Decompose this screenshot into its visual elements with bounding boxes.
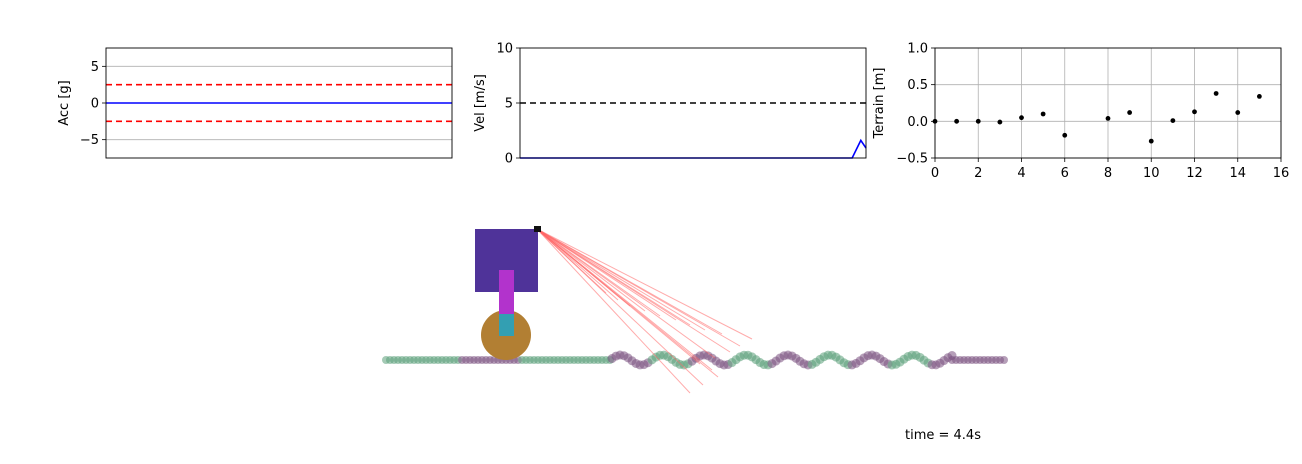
robot-leg-lower bbox=[499, 314, 514, 336]
acc-plot: 5 0 −5 bbox=[80, 47, 453, 159]
terrain-point bbox=[997, 119, 1003, 125]
xtick-label: 14 bbox=[1229, 166, 1246, 181]
ytick-label: 5 bbox=[505, 97, 513, 112]
laser-ray bbox=[536, 228, 691, 394]
series-line bbox=[520, 138, 867, 159]
terrain-point bbox=[1019, 115, 1024, 121]
terrain-plot: 1.0 0.5 0.0 −0.50 2 4 6 8 10 12 14 16 bbox=[896, 42, 1289, 182]
ytick-label: 0 bbox=[505, 152, 513, 167]
terrain-point bbox=[1235, 110, 1241, 115]
lidar-sensor bbox=[534, 226, 541, 232]
terrain-point bbox=[1256, 94, 1262, 99]
laser-ray bbox=[536, 228, 706, 331]
simulation-scene bbox=[382, 226, 1008, 394]
terrain-point bbox=[1148, 138, 1154, 144]
xtick-label: 0 bbox=[931, 166, 939, 181]
terrain-point bbox=[1192, 109, 1197, 115]
laser-ray bbox=[536, 228, 723, 335]
xtick-label: 10 bbox=[1143, 166, 1160, 181]
plot-frame bbox=[519, 47, 867, 159]
terrain-point bbox=[1062, 132, 1068, 138]
terrain-point bbox=[1170, 118, 1176, 123]
terrain-point bbox=[1040, 111, 1046, 117]
xtick-label: 8 bbox=[1104, 166, 1112, 181]
laser-ray bbox=[536, 228, 753, 340]
xtick-label: 2 bbox=[974, 166, 982, 181]
xtick-label: 4 bbox=[1017, 166, 1025, 181]
terrain-point bbox=[954, 118, 960, 124]
ytick-label: 0.0 bbox=[907, 115, 928, 130]
terrain-point bbox=[1105, 116, 1111, 121]
acc-ylabel: Acc [g] bbox=[57, 80, 72, 126]
ytick-label: 0 bbox=[91, 97, 99, 112]
ytick-label: 1.0 bbox=[907, 42, 928, 57]
laser-ray bbox=[536, 228, 691, 326]
laser-ray bbox=[536, 228, 631, 307]
xtick-label: 6 bbox=[1061, 166, 1069, 181]
laser-ray bbox=[536, 228, 677, 321]
time-readout: time = 4.4s bbox=[905, 428, 981, 443]
laser-ray bbox=[536, 228, 619, 301]
vel-plot: 10 5 0 bbox=[496, 42, 867, 167]
laser-ray bbox=[536, 228, 661, 317]
terrain-point bbox=[1127, 110, 1133, 115]
terrain-point bbox=[975, 118, 981, 124]
xtick-label: 16 bbox=[1273, 166, 1290, 181]
robot-leg-upper bbox=[499, 270, 514, 314]
terrain-point bbox=[1213, 91, 1219, 96]
laser-ray bbox=[536, 228, 646, 312]
terrain-ylabel: Terrain [m] bbox=[872, 68, 887, 140]
xtick-label: 12 bbox=[1186, 166, 1203, 181]
terrain-marker bbox=[1000, 356, 1008, 364]
plot-frame bbox=[105, 47, 453, 159]
ytick-label: −5 bbox=[80, 133, 99, 148]
ytick-label: 10 bbox=[496, 42, 513, 57]
ytick-label: 0.5 bbox=[907, 78, 928, 93]
ytick-label: −0.5 bbox=[896, 152, 928, 167]
laser-ray bbox=[536, 228, 607, 294]
plot-frame bbox=[934, 47, 1282, 159]
ytick-label: 5 bbox=[91, 60, 99, 75]
vel-ylabel: Vel [m/s] bbox=[473, 74, 488, 132]
